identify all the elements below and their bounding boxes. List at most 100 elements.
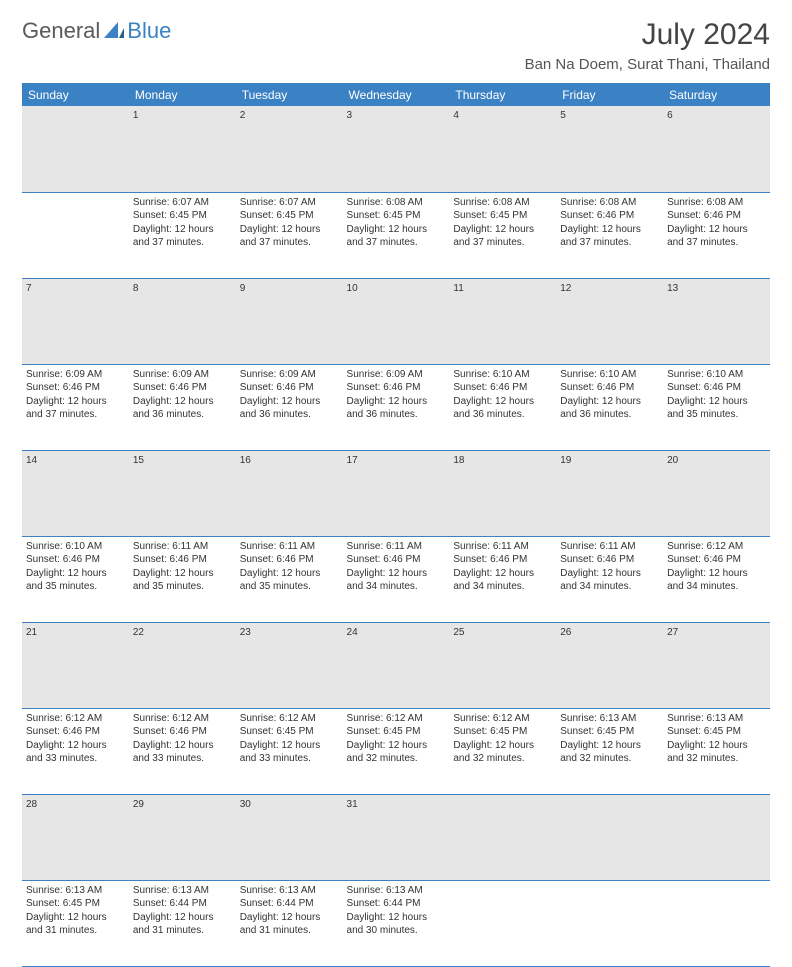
daylight-line: Daylight: 12 hours and 32 minutes. [347,739,446,766]
calendar-day-cell: Sunrise: 6:13 AMSunset: 6:45 PMDaylight:… [22,880,129,966]
daylight-line: Daylight: 12 hours and 36 minutes. [560,395,659,422]
daylight-line: Daylight: 12 hours and 35 minutes. [26,567,125,594]
calendar-day-cell: Sunrise: 6:09 AMSunset: 6:46 PMDaylight:… [343,364,450,450]
sunrise-line: Sunrise: 6:10 AM [26,540,125,554]
calendar-day-empty [449,880,556,966]
calendar-day-cell: Sunrise: 6:12 AMSunset: 6:45 PMDaylight:… [343,708,450,794]
daylight-line: Daylight: 12 hours and 34 minutes. [347,567,446,594]
daylight-line: Daylight: 12 hours and 34 minutes. [453,567,552,594]
calendar-day-empty [556,880,663,966]
sunset-line: Sunset: 6:46 PM [133,381,232,395]
day-number: 5 [556,106,663,192]
sunrise-line: Sunrise: 6:13 AM [133,884,232,898]
day-number: 18 [449,450,556,536]
day-number-empty [556,794,663,880]
sunrise-line: Sunrise: 6:08 AM [560,196,659,210]
day-number: 8 [129,278,236,364]
weekday-header: Friday [556,84,663,106]
day-number: 25 [449,622,556,708]
day-number: 16 [236,450,343,536]
day-number: 19 [556,450,663,536]
sunrise-line: Sunrise: 6:11 AM [133,540,232,554]
calendar-day-cell: Sunrise: 6:13 AMSunset: 6:44 PMDaylight:… [343,880,450,966]
daylight-line: Daylight: 12 hours and 36 minutes. [347,395,446,422]
calendar-day-cell: Sunrise: 6:13 AMSunset: 6:44 PMDaylight:… [236,880,343,966]
calendar-day-cell: Sunrise: 6:13 AMSunset: 6:45 PMDaylight:… [663,708,770,794]
daylight-line: Daylight: 12 hours and 32 minutes. [667,739,766,766]
sunset-line: Sunset: 6:44 PM [240,897,339,911]
calendar-day-cell: Sunrise: 6:09 AMSunset: 6:46 PMDaylight:… [129,364,236,450]
daylight-line: Daylight: 12 hours and 37 minutes. [453,223,552,250]
calendar-day-cell: Sunrise: 6:11 AMSunset: 6:46 PMDaylight:… [129,536,236,622]
sunset-line: Sunset: 6:46 PM [347,381,446,395]
sunrise-line: Sunrise: 6:13 AM [26,884,125,898]
daylight-line: Daylight: 12 hours and 37 minutes. [240,223,339,250]
daylight-line: Daylight: 12 hours and 37 minutes. [26,395,125,422]
calendar-day-cell: Sunrise: 6:12 AMSunset: 6:45 PMDaylight:… [449,708,556,794]
sunset-line: Sunset: 6:45 PM [240,209,339,223]
month-title: July 2024 [525,18,770,52]
weekday-header-row: SundayMondayTuesdayWednesdayThursdayFrid… [22,84,770,106]
daylight-line: Daylight: 12 hours and 36 minutes. [240,395,339,422]
sunset-line: Sunset: 6:46 PM [26,725,125,739]
day-number: 17 [343,450,450,536]
daylight-line: Daylight: 12 hours and 33 minutes. [26,739,125,766]
logo: General Blue [22,18,171,44]
daylight-line: Daylight: 12 hours and 36 minutes. [453,395,552,422]
day-number: 22 [129,622,236,708]
day-number: 2 [236,106,343,192]
weekday-header: Sunday [22,84,129,106]
calendar-table: SundayMondayTuesdayWednesdayThursdayFrid… [22,84,770,967]
header: General Blue July 2024 Ban Na Doem, Sura… [22,18,770,73]
day-number-empty [663,794,770,880]
calendar-day-cell: Sunrise: 6:11 AMSunset: 6:46 PMDaylight:… [449,536,556,622]
day-number: 3 [343,106,450,192]
sunset-line: Sunset: 6:46 PM [240,381,339,395]
day-number: 14 [22,450,129,536]
day-number: 29 [129,794,236,880]
sunset-line: Sunset: 6:45 PM [133,209,232,223]
daylight-line: Daylight: 12 hours and 35 minutes. [240,567,339,594]
sunrise-line: Sunrise: 6:13 AM [560,712,659,726]
sunrise-line: Sunrise: 6:12 AM [453,712,552,726]
day-number-empty [22,106,129,192]
daylight-line: Daylight: 12 hours and 37 minutes. [667,223,766,250]
sunrise-line: Sunrise: 6:11 AM [347,540,446,554]
sunset-line: Sunset: 6:45 PM [240,725,339,739]
daylight-line: Daylight: 12 hours and 31 minutes. [26,911,125,938]
day-number: 20 [663,450,770,536]
day-number: 9 [236,278,343,364]
day-number: 11 [449,278,556,364]
day-number-empty [449,794,556,880]
weekday-header: Monday [129,84,236,106]
sunrise-line: Sunrise: 6:07 AM [133,196,232,210]
calendar-week-row: Sunrise: 6:07 AMSunset: 6:45 PMDaylight:… [22,192,770,278]
daylight-line: Daylight: 12 hours and 33 minutes. [240,739,339,766]
day-number: 12 [556,278,663,364]
daylight-line: Daylight: 12 hours and 37 minutes. [133,223,232,250]
sunrise-line: Sunrise: 6:13 AM [347,884,446,898]
weekday-header: Thursday [449,84,556,106]
calendar-day-cell: Sunrise: 6:13 AMSunset: 6:45 PMDaylight:… [556,708,663,794]
day-number: 15 [129,450,236,536]
sunset-line: Sunset: 6:44 PM [347,897,446,911]
sunrise-line: Sunrise: 6:07 AM [240,196,339,210]
sunset-line: Sunset: 6:46 PM [667,209,766,223]
calendar-week-row: Sunrise: 6:12 AMSunset: 6:46 PMDaylight:… [22,708,770,794]
day-number: 10 [343,278,450,364]
logo-text-blue: Blue [127,18,171,44]
sunset-line: Sunset: 6:46 PM [26,381,125,395]
title-block: July 2024 Ban Na Doem, Surat Thani, Thai… [525,18,770,73]
sunset-line: Sunset: 6:46 PM [560,209,659,223]
calendar-day-cell: Sunrise: 6:08 AMSunset: 6:46 PMDaylight:… [663,192,770,278]
sunset-line: Sunset: 6:45 PM [453,725,552,739]
sunrise-line: Sunrise: 6:10 AM [453,368,552,382]
sunrise-line: Sunrise: 6:11 AM [240,540,339,554]
sunset-line: Sunset: 6:46 PM [453,553,552,567]
sunset-line: Sunset: 6:46 PM [667,553,766,567]
location-subtitle: Ban Na Doem, Surat Thani, Thailand [525,56,770,73]
day-number: 23 [236,622,343,708]
sunset-line: Sunset: 6:45 PM [453,209,552,223]
daylight-line: Daylight: 12 hours and 31 minutes. [133,911,232,938]
sunset-line: Sunset: 6:46 PM [560,553,659,567]
